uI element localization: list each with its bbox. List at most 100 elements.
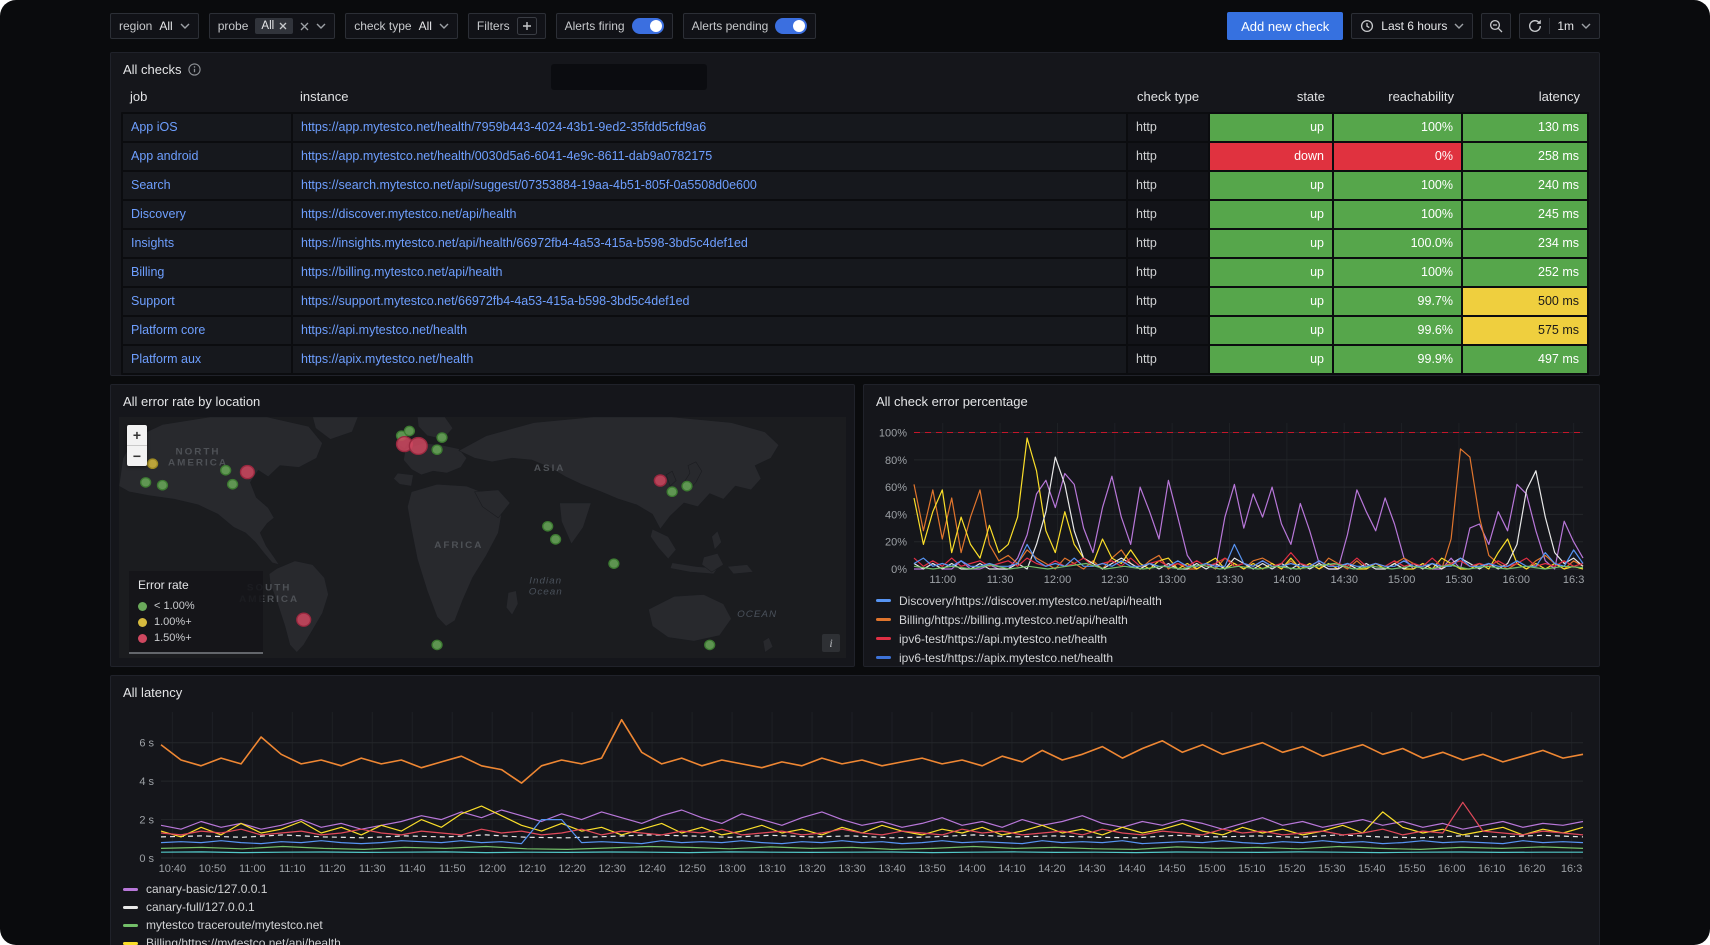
- column-header-latency[interactable]: latency: [1464, 84, 1588, 109]
- legend-item[interactable]: ipv6-test/https://apix.mytestco.net/heal…: [876, 648, 1591, 667]
- zoom-out-button[interactable]: −: [127, 446, 147, 466]
- alerts-pending-switch[interactable]: [775, 18, 807, 34]
- job-cell[interactable]: Platform core: [123, 317, 291, 344]
- map-marker-crit[interactable]: [409, 438, 427, 455]
- add-new-check-button[interactable]: Add new check: [1227, 12, 1343, 40]
- map-marker-ok[interactable]: [141, 478, 151, 487]
- time-range-picker[interactable]: Last 6 hours: [1351, 13, 1473, 39]
- error-percentage-chart[interactable]: 11:0011:3012:0012:3013:0013:3014:0014:30…: [872, 415, 1591, 587]
- instance-cell[interactable]: https://discover.mytestco.net/api/health: [293, 201, 1126, 228]
- job-cell[interactable]: Platform aux: [123, 346, 291, 373]
- filters-control[interactable]: Filters: [468, 13, 546, 39]
- job-cell[interactable]: Support: [123, 288, 291, 315]
- job-cell[interactable]: App android: [123, 143, 291, 170]
- column-header-reachability[interactable]: reachability: [1335, 84, 1462, 109]
- instance-cell-link[interactable]: https://app.mytestco.net/health/0030d5a6…: [301, 149, 712, 163]
- alerts-pending-label: Alerts pending: [692, 19, 769, 33]
- instance-cell[interactable]: https://apix.mytestco.net/health: [293, 346, 1126, 373]
- map-marker-ok[interactable]: [705, 640, 715, 649]
- map-marker-ok[interactable]: [667, 487, 677, 496]
- state-cell: up: [1210, 114, 1332, 141]
- map-marker-ok[interactable]: [437, 433, 447, 442]
- job-cell-link[interactable]: Search: [131, 178, 171, 192]
- legend-item[interactable]: canary-full/127.0.0.1: [123, 898, 1591, 916]
- instance-cell-link[interactable]: https://search.mytestco.net/api/suggest/…: [301, 178, 757, 192]
- instance-cell[interactable]: https://api.mytestco.net/health: [293, 317, 1126, 344]
- map-marker-crit[interactable]: [654, 475, 666, 486]
- map-marker-ok[interactable]: [228, 480, 238, 489]
- map-marker-ok[interactable]: [158, 481, 168, 490]
- instance-cell-link[interactable]: https://insights.mytestco.net/api/health…: [301, 236, 748, 250]
- column-header-job[interactable]: job: [122, 84, 290, 109]
- job-cell-link[interactable]: Insights: [131, 236, 174, 250]
- instance-cell-link[interactable]: https://support.mytestco.net/66972fb4-4a…: [301, 294, 689, 308]
- refresh-picker[interactable]: 1m: [1519, 13, 1600, 39]
- job-cell-link[interactable]: Discovery: [131, 207, 186, 221]
- legend-item[interactable]: ipv6-test/https://api.mytestco.net/healt…: [876, 629, 1591, 648]
- instance-cell[interactable]: https://billing.mytestco.net/api/health: [293, 259, 1126, 286]
- legend-series-marker: [123, 924, 138, 927]
- column-header-instance[interactable]: instance: [292, 84, 1127, 109]
- map-marker-crit[interactable]: [240, 466, 254, 479]
- latency-chart[interactable]: 10:4010:5011:0011:1011:2011:3011:4011:50…: [119, 704, 1591, 876]
- probe-chip[interactable]: All: [255, 18, 293, 34]
- map-attribution-icon[interactable]: i: [822, 634, 840, 652]
- instance-cell[interactable]: https://app.mytestco.net/health/7959b443…: [293, 114, 1126, 141]
- map-marker-ok[interactable]: [551, 535, 561, 544]
- probe-filter[interactable]: probe All: [209, 13, 335, 39]
- column-header-check-type[interactable]: check type: [1129, 84, 1209, 109]
- svg-text:11:00: 11:00: [929, 574, 956, 586]
- legend-item[interactable]: Billing/https://mytestco.net/api/health: [123, 934, 1591, 945]
- map-marker-ok[interactable]: [432, 445, 442, 454]
- map-marker-ok[interactable]: [404, 426, 414, 435]
- info-icon[interactable]: [188, 63, 201, 76]
- remove-chip-icon[interactable]: [279, 22, 287, 30]
- job-cell-link[interactable]: Billing: [131, 265, 164, 279]
- job-cell-link[interactable]: App iOS: [131, 120, 178, 134]
- job-cell[interactable]: Billing: [123, 259, 291, 286]
- instance-cell-link[interactable]: https://discover.mytestco.net/api/health: [301, 207, 516, 221]
- instance-cell[interactable]: https://search.mytestco.net/api/suggest/…: [293, 172, 1126, 199]
- zoom-in-button[interactable]: +: [127, 425, 147, 446]
- job-cell-link[interactable]: Platform aux: [131, 352, 201, 366]
- job-cell[interactable]: App iOS: [123, 114, 291, 141]
- instance-cell-link[interactable]: https://api.mytestco.net/health: [301, 323, 467, 337]
- job-cell-link[interactable]: App android: [131, 149, 198, 163]
- map-marker-ok[interactable]: [543, 522, 553, 531]
- all-checks-panel: All checks jobinstancecheck typestaterea…: [110, 52, 1600, 376]
- world-map[interactable]: NORTHAMERICASOUTHAMERICAAFRICAASIAIndian…: [119, 417, 846, 658]
- instance-cell-link[interactable]: https://billing.mytestco.net/api/health: [301, 265, 503, 279]
- map-marker-ok[interactable]: [432, 640, 442, 649]
- instance-cell-link[interactable]: https://app.mytestco.net/health/7959b443…: [301, 120, 706, 134]
- instance-cell[interactable]: https://app.mytestco.net/health/0030d5a6…: [293, 143, 1126, 170]
- alerts-firing-toggle-group[interactable]: Alerts firing: [556, 13, 673, 39]
- legend-item[interactable]: Billing/https://billing.mytestco.net/api…: [876, 610, 1591, 629]
- job-cell-link[interactable]: Platform core: [131, 323, 205, 337]
- legend-item[interactable]: Discovery/https://discover.mytestco.net/…: [876, 591, 1591, 610]
- alerts-firing-label: Alerts firing: [565, 19, 625, 33]
- column-header-state[interactable]: state: [1211, 84, 1333, 109]
- legend-series-marker: [876, 618, 891, 621]
- clear-icon[interactable]: [300, 22, 309, 31]
- instance-cell[interactable]: https://support.mytestco.net/66972fb4-4a…: [293, 288, 1126, 315]
- map-marker-ok[interactable]: [682, 481, 692, 490]
- map-marker-ok[interactable]: [609, 559, 619, 568]
- zoom-out-time-button[interactable]: [1481, 13, 1511, 39]
- alerts-firing-switch[interactable]: [632, 18, 664, 34]
- job-cell[interactable]: Insights: [123, 230, 291, 257]
- check-type-filter[interactable]: check type All: [345, 13, 458, 39]
- refresh-icon[interactable]: [1528, 19, 1542, 33]
- map-marker-crit[interactable]: [297, 613, 311, 626]
- alerts-pending-toggle-group[interactable]: Alerts pending: [683, 13, 817, 39]
- legend-item[interactable]: mytestco traceroute/mytestco.net: [123, 916, 1591, 934]
- job-cell[interactable]: Search: [123, 172, 291, 199]
- map-marker-ok[interactable]: [221, 466, 231, 475]
- map-marker-warn[interactable]: [148, 459, 158, 468]
- legend-item[interactable]: canary-basic/127.0.0.1: [123, 880, 1591, 898]
- region-filter[interactable]: region All: [110, 13, 199, 39]
- plus-icon[interactable]: [517, 17, 537, 35]
- instance-cell[interactable]: https://insights.mytestco.net/api/health…: [293, 230, 1126, 257]
- job-cell[interactable]: Discovery: [123, 201, 291, 228]
- instance-cell-link[interactable]: https://apix.mytestco.net/health: [301, 352, 473, 366]
- job-cell-link[interactable]: Support: [131, 294, 175, 308]
